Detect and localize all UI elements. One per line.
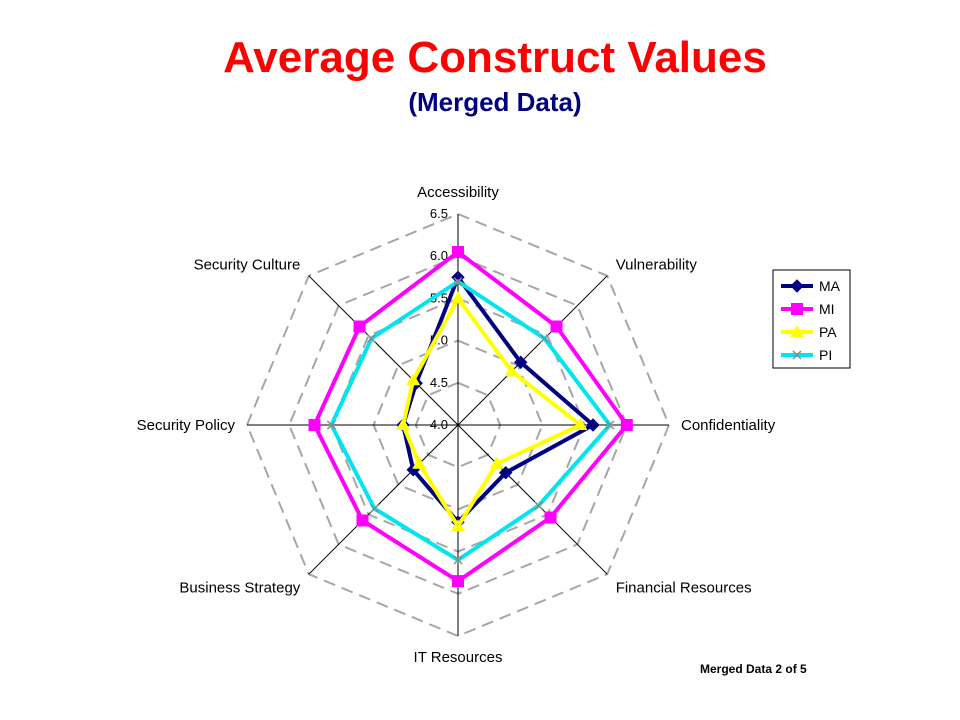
axis-spoke: [457, 424, 608, 575]
data-point: [539, 333, 550, 344]
data-point: [356, 514, 369, 527]
axis-label: Accessibility: [417, 184, 499, 201]
legend-marker: [792, 350, 802, 360]
legend-item: MA: [781, 278, 841, 294]
series-mi: [308, 246, 633, 588]
series-line: [329, 279, 613, 563]
axis-label: Security Policy: [137, 417, 236, 434]
data-point: [498, 465, 513, 480]
data-point: [406, 373, 421, 386]
data-point: [513, 355, 528, 370]
tick-label: 4.0: [430, 417, 448, 432]
data-point: [453, 555, 463, 565]
tick-label: 6.0: [430, 248, 448, 263]
radar-series: [308, 246, 633, 588]
tick-label: 4.5: [430, 375, 448, 390]
legend-label: PA: [819, 324, 837, 340]
legend-marker: [790, 325, 804, 337]
axis-label: Business Strategy: [179, 580, 300, 597]
data-point: [573, 418, 588, 430]
data-point: [308, 419, 321, 431]
axis-label: Financial Resources: [616, 580, 752, 597]
axis-label: IT Resources: [414, 649, 503, 666]
legend: MA MI PA PI: [772, 269, 851, 369]
data-point: [489, 456, 504, 469]
tick-label: 5.5: [430, 290, 448, 305]
radar-axis-labels: Accessibility Vulnerability Confidentialit…: [137, 184, 776, 666]
data-point: [326, 420, 336, 430]
data-point: [605, 420, 615, 430]
page-footer: Merged Data 2 of 5: [700, 662, 807, 676]
grid-ring: [245, 212, 671, 638]
data-point: [366, 333, 377, 344]
grid-ring: [414, 381, 502, 469]
legend-marker: [791, 303, 803, 315]
data-point: [620, 419, 633, 431]
data-point: [453, 276, 463, 287]
tick-label: 6.5: [430, 206, 448, 221]
data-point: [550, 320, 563, 333]
series-pi: [326, 276, 615, 565]
legend-item: PA: [781, 324, 837, 340]
axis-label: Security Culture: [194, 256, 301, 273]
data-point: [586, 418, 600, 432]
series-line: [312, 249, 630, 584]
data-point: [396, 418, 411, 430]
axis-spoke: [308, 424, 459, 575]
chart-subtitle: (Merged Data): [408, 87, 582, 117]
legend-label: MI: [819, 301, 835, 317]
legend-item: MI: [781, 301, 835, 317]
axis-spoke: [308, 275, 459, 426]
legend-marker: [790, 279, 804, 293]
data-point: [451, 519, 465, 532]
legend-label: MA: [819, 278, 841, 294]
chart-title: Average Construct Values: [223, 33, 767, 82]
data-point: [369, 504, 379, 514]
axis-spoke: [457, 275, 608, 426]
data-point: [451, 291, 465, 304]
legend-item: PI: [781, 347, 832, 363]
data-point: [534, 501, 544, 511]
data-point: [452, 246, 464, 258]
data-point: [452, 575, 464, 588]
data-point: [353, 320, 366, 333]
axis-label: Vulnerability: [616, 256, 698, 273]
axis-label: Confidentiality: [681, 417, 776, 434]
data-point: [412, 456, 427, 469]
data-point: [544, 511, 557, 524]
legend-label: PI: [819, 347, 832, 363]
series-pa: [396, 291, 588, 532]
data-point: [504, 364, 519, 377]
